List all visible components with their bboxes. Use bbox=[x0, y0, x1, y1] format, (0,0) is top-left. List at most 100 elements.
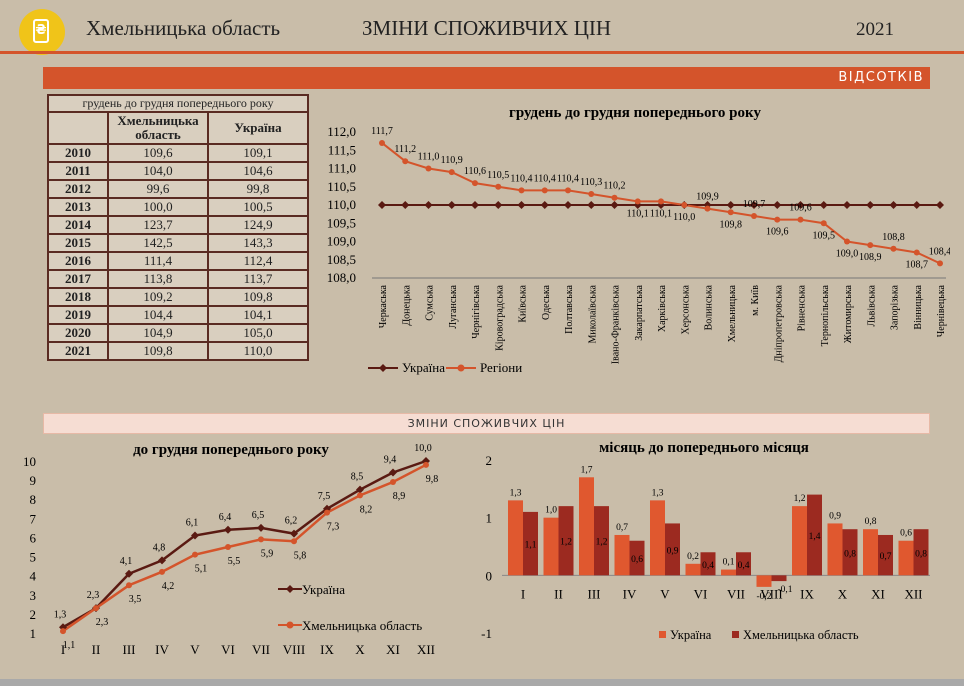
table-cell-region: 99,6 bbox=[109, 181, 207, 197]
table-cell-year: 2020 bbox=[49, 325, 107, 341]
x-tick-label: I bbox=[61, 642, 65, 657]
y-tick-label: 10 bbox=[23, 454, 36, 469]
legend-marker-ukraine bbox=[286, 585, 294, 593]
table-row: 2021 109,8 110,0 bbox=[49, 343, 307, 359]
ukraine-point bbox=[290, 529, 298, 538]
x-tick-label: IV bbox=[155, 642, 169, 657]
bar-ukraine bbox=[650, 500, 665, 576]
x-tick-label: Одеська bbox=[541, 284, 552, 320]
footer-bar bbox=[0, 679, 964, 686]
y-tick-label: 5 bbox=[30, 550, 37, 565]
x-tick-label: I bbox=[521, 586, 525, 601]
bar-region bbox=[807, 494, 822, 576]
region-name: Хмельницька область bbox=[86, 16, 281, 40]
data-label: 1,1 bbox=[525, 541, 537, 551]
y-tick-label: 3 bbox=[30, 588, 37, 603]
ukraine-point bbox=[796, 201, 805, 209]
region-point bbox=[390, 479, 396, 486]
data-label: 0,8 bbox=[915, 549, 927, 559]
table-row: 2013 100,0 100,5 bbox=[49, 199, 307, 215]
data-label: 5,8 bbox=[294, 550, 307, 561]
x-tick-label: Харківська bbox=[657, 284, 668, 332]
table-row: 2010 109,6 109,1 bbox=[49, 145, 307, 161]
chart-title: місяць до попереднього місяця bbox=[599, 440, 809, 456]
ukraine-point bbox=[471, 201, 479, 209]
x-tick-label: XI bbox=[871, 586, 885, 601]
region-point bbox=[844, 238, 850, 245]
bar-ukraine bbox=[614, 534, 630, 576]
data-label: 6,2 bbox=[285, 516, 298, 527]
x-tick-label: VI bbox=[221, 642, 235, 657]
y-tick-label: 108,0 bbox=[327, 270, 356, 285]
header-divider bbox=[0, 51, 964, 54]
data-label: 1,1 bbox=[63, 640, 76, 651]
bar-ukraine bbox=[685, 563, 701, 576]
legend-label-ukraine: Україна bbox=[670, 628, 712, 642]
region-point bbox=[423, 461, 429, 468]
data-label: 8,2 bbox=[360, 504, 373, 515]
region-point bbox=[890, 245, 897, 252]
region-point bbox=[495, 183, 502, 190]
data-label: 6,5 bbox=[252, 510, 265, 521]
bar-ukraine bbox=[508, 500, 523, 576]
data-label: 110,4 bbox=[510, 173, 532, 184]
legend-marker-region bbox=[286, 621, 294, 629]
y-tick-label: -1 bbox=[481, 626, 492, 641]
table-cell-year: 2016 bbox=[49, 253, 107, 269]
table-row: 2019 104,4 104,1 bbox=[49, 307, 307, 323]
bar-ukraine bbox=[579, 477, 594, 576]
x-tick-label: IV bbox=[623, 586, 637, 601]
x-tick-label: XII bbox=[904, 586, 922, 601]
data-label: 110,9 bbox=[441, 155, 463, 166]
x-tick-label: VIII bbox=[283, 642, 305, 657]
table-cell-year: 2014 bbox=[49, 217, 107, 233]
region-point bbox=[611, 194, 618, 201]
data-label: 7,3 bbox=[327, 522, 340, 533]
table-row: 2011 104,0 104,6 bbox=[49, 163, 307, 179]
cumulative-chart: до грудня попереднього року 10 9 8 7 6 5 4 3 2 1 1,… bbox=[23, 442, 438, 657]
ukraine-point bbox=[889, 201, 898, 209]
ukraine-point bbox=[540, 201, 549, 209]
region-point bbox=[937, 260, 943, 267]
region-point bbox=[402, 158, 409, 165]
data-label: 1,2 bbox=[794, 494, 806, 504]
series-line-ukraine bbox=[62, 459, 427, 629]
data-label: 8,5 bbox=[351, 472, 364, 483]
data-label: 108,8 bbox=[882, 232, 905, 243]
data-label: 5,5 bbox=[228, 556, 241, 567]
y-tick-label: 1 bbox=[30, 626, 37, 641]
y-tick-label: 111,5 bbox=[328, 142, 356, 157]
region-point bbox=[751, 212, 757, 219]
ukraine-point bbox=[866, 201, 875, 209]
table-cell-region: 111,4 bbox=[109, 253, 207, 269]
legend-label-ukraine: Україна bbox=[302, 582, 345, 597]
x-tick-label: II bbox=[92, 642, 101, 657]
data-label: 9,4 bbox=[384, 454, 397, 465]
bar-ukraine bbox=[863, 529, 878, 576]
ukraine-point bbox=[356, 485, 364, 494]
table-cell-ukraine: 113,7 bbox=[209, 271, 307, 287]
page-title: ЗМІНИ СПОЖИВЧИХ ЦІН bbox=[362, 16, 612, 40]
chart-title: грудень до грудня попереднього року bbox=[509, 105, 761, 121]
table-cell-year: 2015 bbox=[49, 235, 107, 251]
legend-swatch-region bbox=[732, 631, 739, 638]
table-cell-ukraine: 109,8 bbox=[209, 289, 307, 305]
data-label: 111,2 bbox=[394, 144, 416, 155]
data-label: 2,3 bbox=[87, 590, 100, 601]
table-row: 2020 104,9 105,0 bbox=[49, 325, 307, 341]
data-label: 110,0 bbox=[673, 212, 695, 223]
ukraine-point bbox=[610, 201, 619, 209]
x-tick-label: Чернівецька bbox=[936, 284, 947, 337]
y-tick-label: 9 bbox=[30, 473, 37, 488]
x-tick-label: V bbox=[190, 642, 200, 657]
ukraine-point bbox=[517, 201, 526, 209]
x-tick-label: Івано-Франківська bbox=[611, 284, 622, 364]
y-tick-label: 6 bbox=[30, 530, 37, 545]
region-point bbox=[541, 187, 548, 194]
region-point bbox=[258, 536, 264, 543]
region-point bbox=[704, 205, 711, 212]
table-cell-region: 104,4 bbox=[109, 307, 207, 323]
y-tick-label: 111,0 bbox=[328, 161, 356, 176]
table-cell-year: 2017 bbox=[49, 271, 107, 287]
data-label: 4,8 bbox=[153, 542, 166, 553]
